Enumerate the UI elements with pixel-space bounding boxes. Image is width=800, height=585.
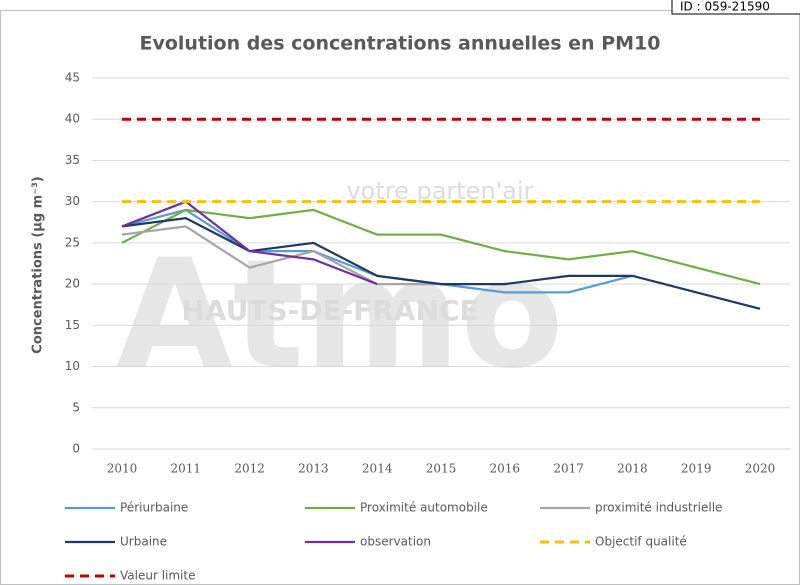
chart-title: Evolution des concentrations annuelles e…	[140, 33, 661, 55]
id-label: ID : 059-21590	[680, 0, 770, 14]
legend-label: Proximité automobile	[360, 501, 488, 515]
legend-label: observation	[360, 535, 431, 549]
x-tick-label: 2018	[617, 462, 648, 476]
x-tick-label: 2019	[681, 462, 712, 476]
id-box	[671, 0, 800, 15]
y-tick-label: 5	[72, 400, 80, 414]
y-tick-label: 45	[65, 71, 80, 85]
y-tick-label: 0	[72, 442, 80, 456]
x-tick-label: 2015	[426, 462, 457, 476]
x-tick-label: 2011	[171, 462, 202, 476]
x-tick-label: 2020	[745, 462, 776, 476]
x-tick-label: 2013	[298, 462, 329, 476]
y-tick-label: 35	[65, 153, 80, 167]
y-tick-label: 20	[65, 277, 80, 291]
legend-label: Urbaine	[120, 535, 167, 549]
x-tick-label: 2010	[107, 462, 138, 476]
y-tick-label: 10	[65, 359, 80, 373]
y-tick-label: 40	[65, 112, 80, 126]
series-line	[121, 208, 761, 286]
series-line	[121, 217, 761, 310]
x-tick-label: 2016	[490, 462, 521, 476]
y-tick-label: 25	[65, 235, 80, 249]
legend-label: Valeur limite	[120, 569, 195, 583]
y-tick-label: 30	[65, 194, 80, 208]
legend-label: proximité industrielle	[595, 501, 722, 515]
legend-label: Périurbaine	[120, 501, 188, 515]
series-line	[121, 200, 378, 286]
watermark-region: HAUTS-DE-FRANCE	[181, 294, 478, 327]
y-tick-label: 15	[65, 318, 80, 332]
series-line	[121, 225, 441, 286]
legend-label: Objectif qualité	[595, 535, 687, 549]
x-tick-label: 2012	[234, 462, 265, 476]
y-axis-label: Concentrations (µg m⁻³)	[31, 176, 46, 353]
x-tick-label: 2017	[553, 462, 584, 476]
x-tick-label: 2014	[362, 462, 393, 476]
